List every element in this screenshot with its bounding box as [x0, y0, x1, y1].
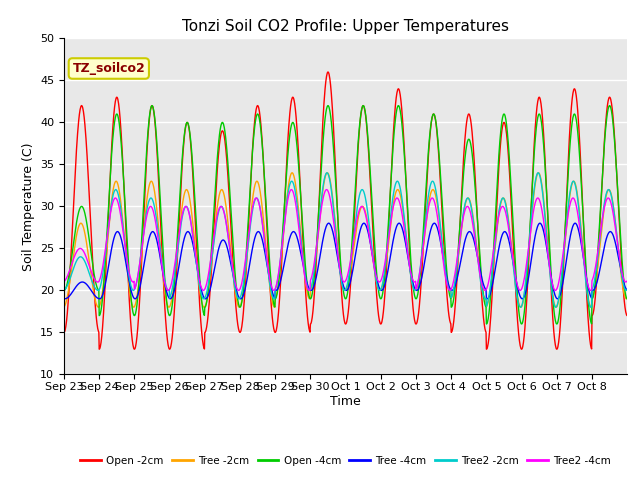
Tree -4cm [479, 279, 486, 285]
Line: Tree2 -4cm: Tree2 -4cm [64, 190, 627, 290]
Tree2 -4cm [321, 191, 328, 196]
Tree2 -2cm [148, 196, 156, 202]
Tree2 -4cm [332, 232, 339, 238]
Y-axis label: Soil Temperature (C): Soil Temperature (C) [22, 142, 35, 271]
Legend: Open -2cm, Tree -2cm, Open -4cm, Tree -4cm, Tree2 -2cm, Tree2 -4cm: Open -2cm, Tree -2cm, Open -4cm, Tree -4… [76, 452, 615, 470]
Tree2 -2cm [320, 178, 328, 184]
Tree2 -4cm [148, 205, 156, 211]
Open -4cm [60, 288, 68, 293]
Tree -2cm [332, 221, 339, 227]
Tree2 -2cm [323, 170, 331, 176]
Tree2 -4cm [623, 278, 630, 284]
Tree2 -2cm [561, 234, 569, 240]
Text: TZ_soilco2: TZ_soilco2 [72, 62, 145, 75]
Tree -2cm [323, 170, 331, 176]
Tree2 -4cm [616, 260, 624, 266]
Open -4cm [321, 123, 328, 129]
Tree2 -4cm [60, 278, 68, 284]
Open -4cm [331, 168, 339, 174]
Tree2 -2cm [616, 262, 624, 268]
Open -2cm [60, 329, 68, 335]
Open -2cm [332, 163, 339, 168]
Open -4cm [148, 103, 156, 108]
X-axis label: Time: Time [330, 395, 361, 408]
Tree2 -2cm [516, 304, 524, 310]
Line: Open -4cm: Open -4cm [64, 106, 627, 324]
Open -4cm [616, 230, 624, 236]
Tree2 -4cm [164, 288, 172, 293]
Open -2cm [479, 307, 486, 312]
Tree2 -2cm [331, 221, 339, 227]
Line: Tree -2cm: Tree -2cm [64, 173, 627, 307]
Tree -4cm [325, 220, 333, 226]
Open -2cm [95, 347, 103, 352]
Tree -2cm [561, 238, 569, 243]
Tree -2cm [479, 289, 486, 295]
Open -4cm [148, 103, 156, 108]
Tree2 -4cm [561, 233, 569, 239]
Tree -4cm [321, 230, 328, 236]
Line: Open -2cm: Open -2cm [64, 72, 627, 349]
Tree -4cm [148, 229, 156, 235]
Tree2 -2cm [60, 287, 68, 293]
Tree -2cm [321, 178, 328, 184]
Tree2 -2cm [479, 289, 486, 295]
Open -4cm [483, 321, 490, 327]
Tree2 -4cm [323, 187, 330, 192]
Title: Tonzi Soil CO2 Profile: Upper Temperatures: Tonzi Soil CO2 Profile: Upper Temperatur… [182, 20, 509, 35]
Tree -2cm [623, 296, 630, 301]
Line: Tree -4cm: Tree -4cm [64, 223, 627, 299]
Tree -4cm [61, 296, 68, 301]
Tree -4cm [60, 296, 68, 301]
Tree -4cm [623, 287, 630, 293]
Open -2cm [148, 103, 156, 109]
Tree -4cm [332, 241, 339, 247]
Open -2cm [623, 312, 630, 318]
Tree -2cm [60, 304, 68, 310]
Open -4cm [561, 223, 569, 229]
Open -2cm [561, 225, 569, 230]
Tree2 -2cm [623, 287, 630, 293]
Open -2cm [321, 95, 328, 101]
Tree -2cm [95, 304, 102, 310]
Open -4cm [623, 296, 630, 301]
Tree -2cm [616, 265, 624, 271]
Open -2cm [324, 69, 332, 75]
Tree -2cm [148, 180, 156, 185]
Open -4cm [479, 284, 486, 289]
Tree -4cm [616, 264, 624, 270]
Tree -4cm [561, 265, 569, 271]
Open -2cm [616, 239, 624, 244]
Tree2 -4cm [479, 284, 486, 290]
Line: Tree2 -2cm: Tree2 -2cm [64, 173, 627, 307]
